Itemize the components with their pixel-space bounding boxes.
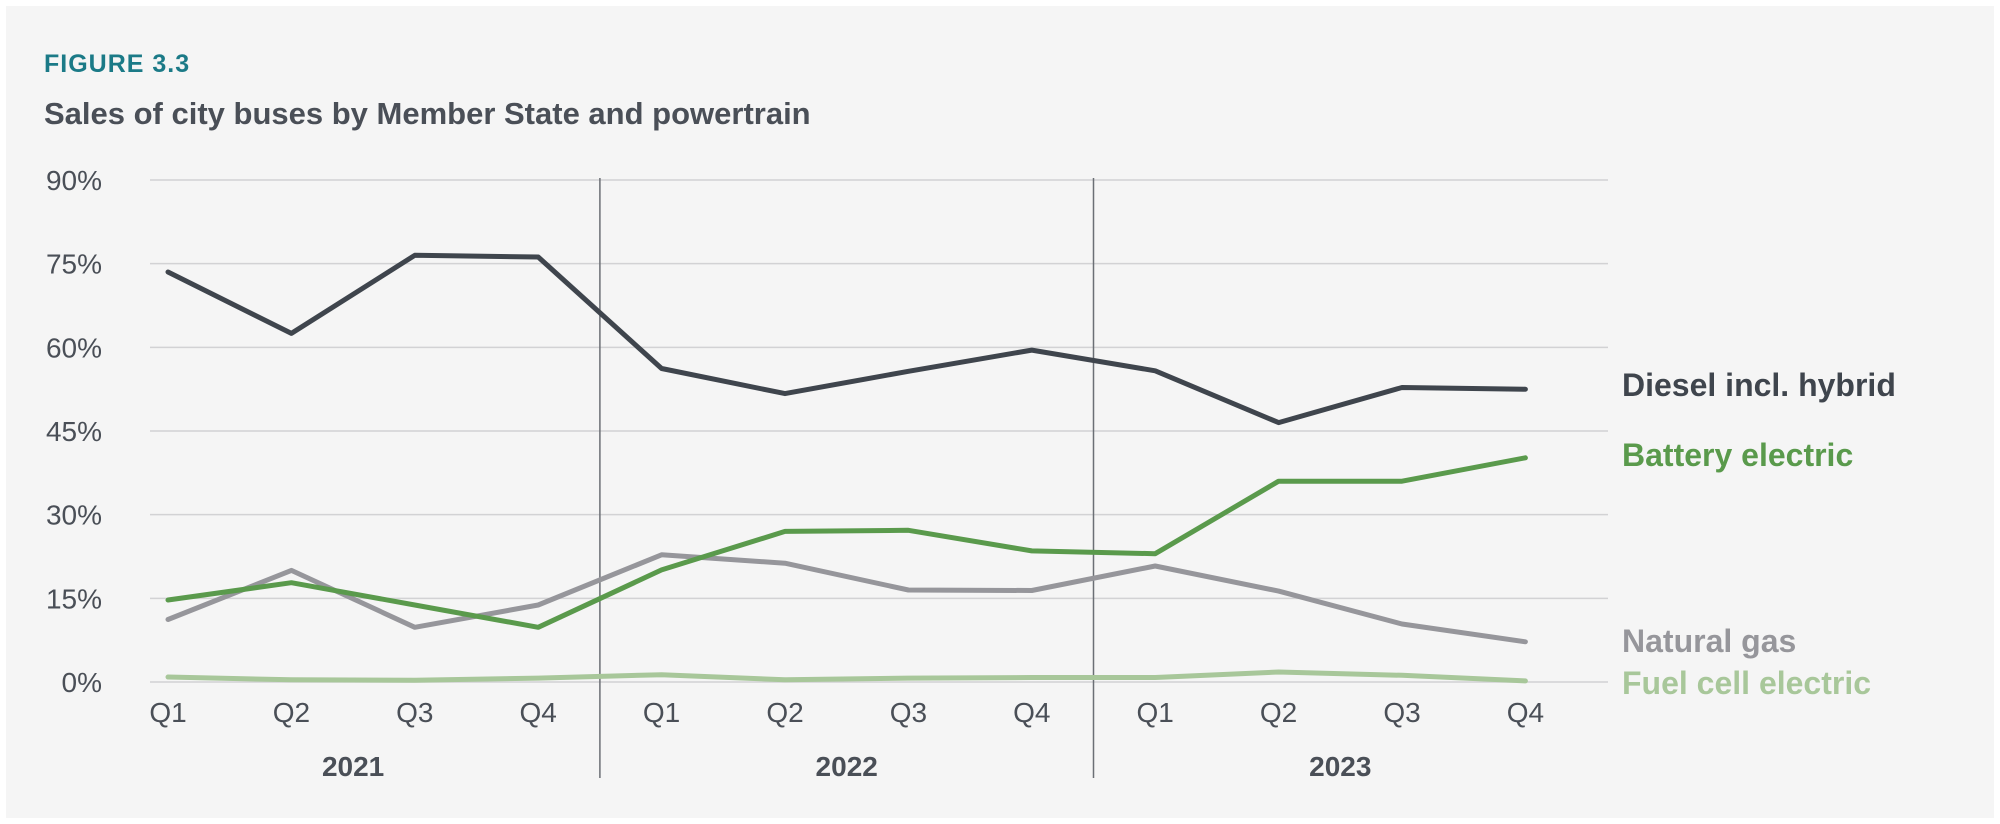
series-label-diesel-incl-hybrid: Diesel incl. hybrid	[1622, 367, 1896, 403]
x-tick-label: Q1	[149, 697, 186, 728]
series-line-diesel-incl-hybrid	[165, 252, 1528, 426]
y-tick-label: 75%	[46, 249, 102, 280]
series-label-natural-gas: Natural gas	[1622, 623, 1796, 659]
x-tick-label: Q4	[520, 697, 557, 728]
series-lines	[165, 252, 1528, 684]
x-tick-label: Q3	[396, 697, 433, 728]
series-line-battery-electric	[165, 455, 1528, 630]
x-tick-label: Q1	[643, 697, 680, 728]
series-label-fuel-cell-electric: Fuel cell electric	[1622, 665, 1871, 701]
x-tick-label: Q2	[766, 697, 803, 728]
x-axis: Q1 Q2 Q3 Q4 Q1 Q2 Q3 Q4 Q1 Q2 Q3 Q4 2021 2022 2023	[149, 697, 1544, 782]
y-tick-label: 45%	[46, 416, 102, 447]
figure-label: FIGURE 3.3	[44, 50, 191, 78]
year-label: 2022	[816, 751, 878, 782]
year-label: 2023	[1309, 751, 1371, 782]
x-tick-label: Q2	[273, 697, 310, 728]
y-tick-label: 90%	[46, 165, 102, 196]
series-line-natural-gas	[165, 552, 1528, 645]
x-tick-label: Q3	[1383, 697, 1420, 728]
chart-title: Sales of city buses by Member State and …	[44, 96, 811, 131]
year-separators	[599, 178, 1095, 778]
x-tick-label: Q1	[1137, 697, 1174, 728]
y-tick-label: 0%	[62, 667, 102, 698]
series-label-battery-electric: Battery electric	[1622, 437, 1853, 473]
y-tick-label: 15%	[46, 583, 102, 614]
y-tick-label: 60%	[46, 332, 102, 363]
series-line-fuel-cell-electric	[165, 669, 1528, 684]
x-tick-label: Q4	[1013, 697, 1050, 728]
x-tick-label: Q4	[1507, 697, 1544, 728]
gridlines	[150, 179, 1608, 683]
x-tick-label: Q2	[1260, 697, 1297, 728]
y-axis: 0% 15% 30% 45% 60% 75% 90%	[46, 165, 102, 698]
year-label: 2021	[322, 751, 384, 782]
x-tick-label: Q3	[890, 697, 927, 728]
y-tick-label: 30%	[46, 500, 102, 531]
series-labels: Fuel cell electric Natural gas Battery ele…	[1622, 367, 1896, 701]
